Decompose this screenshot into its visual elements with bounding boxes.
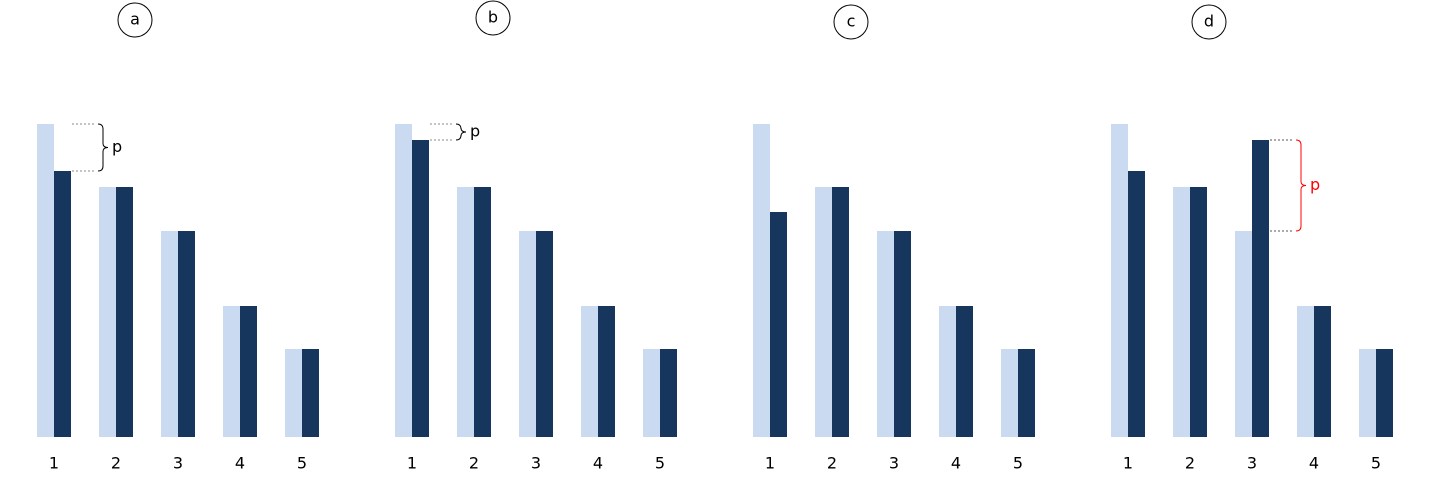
bar [1128,171,1145,437]
x-tick-label: 4 [1309,454,1319,473]
title-circle [475,0,511,36]
chart-title: c [847,12,856,31]
annotation: p [470,122,480,141]
bar [37,124,54,437]
bar [1018,349,1035,437]
bar [753,124,770,437]
title-circle [117,2,153,38]
bar [285,349,302,437]
bar [161,231,178,437]
bar [178,231,195,437]
x-tick-label: 2 [469,454,479,473]
x-tick-label: 5 [1371,454,1381,473]
bar [302,349,319,437]
bar [457,187,474,437]
bar [1252,140,1269,437]
x-tick-label: 1 [765,454,775,473]
annotation: p [112,137,122,156]
title-circle [1191,4,1227,40]
x-tick-label: 5 [297,454,307,473]
x-tick-label: 1 [49,454,59,473]
bar [223,306,240,437]
bar [894,231,911,437]
x-tick-label: 4 [593,454,603,473]
chart-title: a [130,10,140,29]
x-tick-label: 2 [1185,454,1195,473]
x-tick-label: 4 [235,454,245,473]
bar [519,231,536,437]
x-tick-label: 5 [1013,454,1023,473]
bar [240,306,257,437]
bar [877,231,894,437]
bar [770,212,787,437]
bar [412,140,429,437]
x-tick-label: 3 [173,454,183,473]
x-tick-label: 2 [111,454,121,473]
bar [598,306,615,437]
chart-title: d [1204,12,1214,31]
annotation: p [1310,175,1320,194]
bar [1001,349,1018,437]
bar [939,306,956,437]
bar [1314,306,1331,437]
bar [536,231,553,437]
bar [474,187,491,437]
bar [815,187,832,437]
bar [581,306,598,437]
brace [1295,139,1307,232]
bar [116,187,133,437]
bar [54,171,71,437]
bar [1173,187,1190,437]
bar [660,349,677,437]
bar [1111,124,1128,437]
bar [1235,231,1252,437]
x-tick-label: 4 [951,454,961,473]
bar [956,306,973,437]
bar [643,349,660,437]
chart-title: b [488,8,498,27]
title-circle [833,4,869,40]
x-tick-label: 3 [889,454,899,473]
bar [832,187,849,437]
x-tick-label: 1 [407,454,417,473]
bar [1297,306,1314,437]
x-tick-label: 2 [827,454,837,473]
bar [1190,187,1207,437]
x-tick-label: 3 [1247,454,1257,473]
bar [99,187,116,437]
bar [1376,349,1393,437]
x-tick-label: 5 [655,454,665,473]
x-tick-label: 1 [1123,454,1133,473]
bar [395,124,412,437]
bar [1359,349,1376,437]
x-tick-label: 3 [531,454,541,473]
brace [97,123,109,172]
brace [455,123,467,141]
